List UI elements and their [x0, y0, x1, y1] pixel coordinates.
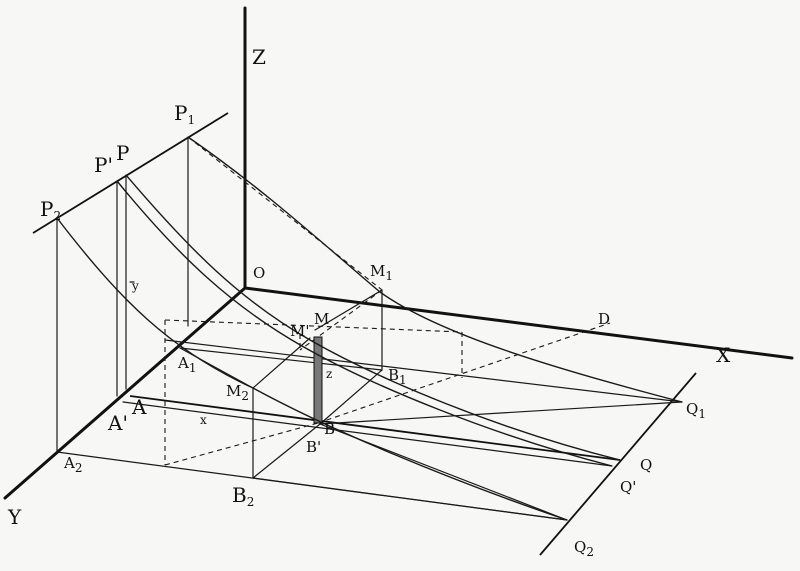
d-label: D: [598, 310, 610, 328]
a1-label: A1: [177, 354, 196, 375]
y-variable-label: y: [131, 279, 139, 293]
m-label: M: [314, 310, 329, 328]
x-variable-label: x: [200, 413, 207, 427]
p-prime-label: P': [94, 153, 113, 177]
a2-label: A2: [63, 454, 82, 475]
y-axis: [3, 286, 247, 500]
x-axis: [243, 286, 794, 360]
b-prime-label: B': [306, 438, 321, 456]
p-line: [32, 112, 229, 234]
a-prime-line: [122, 401, 613, 467]
m-prime-label: M': [290, 322, 309, 340]
y-axis-label: Y: [7, 505, 22, 529]
z-axis-label: Z: [252, 45, 266, 69]
a-prime-label: A': [107, 411, 128, 435]
box-b-q1: [319, 401, 683, 425]
q2-label: Q2: [574, 538, 594, 559]
curve-p1-q1: [187, 136, 683, 403]
q-line: [539, 372, 697, 556]
b2-label: B2: [232, 483, 254, 509]
curve-pprime-qprime: [116, 180, 613, 467]
m1-label: M1: [370, 262, 393, 283]
z-variable-label: z: [326, 367, 332, 381]
box-b2-b: [252, 423, 321, 479]
curves: [56, 136, 683, 521]
variable-labels: x y z: [131, 279, 332, 427]
a1-line: [164, 339, 683, 403]
box-m2-m: [252, 337, 311, 389]
p1-label: P1: [174, 101, 195, 127]
b1-label: B1: [388, 366, 407, 387]
axis-labels: Z X Y O: [7, 45, 731, 529]
mb-column: [313, 336, 323, 424]
b-label: B: [324, 420, 335, 438]
q-prime-label: Q': [620, 478, 636, 496]
box-b2-line: [252, 477, 568, 521]
a-line: [129, 395, 621, 461]
box-b-b1: [319, 369, 383, 425]
m2-label: M2: [226, 382, 249, 403]
point-labels: P1 P P' P2 M1 M M' M2 A1 A A' A2 B1 B B'…: [40, 101, 706, 559]
a-label: A: [131, 395, 147, 419]
curve-p2-q2: [56, 217, 568, 521]
q-label: Q: [640, 456, 652, 474]
x-axis-label: X: [716, 343, 731, 367]
coordinate-axes: [3, 6, 794, 500]
p2-label: P2: [40, 197, 61, 223]
box-a1-b1: [179, 347, 383, 371]
p-label: P: [116, 141, 129, 165]
curve-p-q: [125, 174, 621, 461]
q1-label: Q1: [686, 400, 706, 421]
dash-b-d: [317, 322, 611, 424]
box-m-m1: [314, 289, 383, 331]
dash-top: [164, 319, 463, 333]
origin-label: O: [253, 264, 265, 282]
